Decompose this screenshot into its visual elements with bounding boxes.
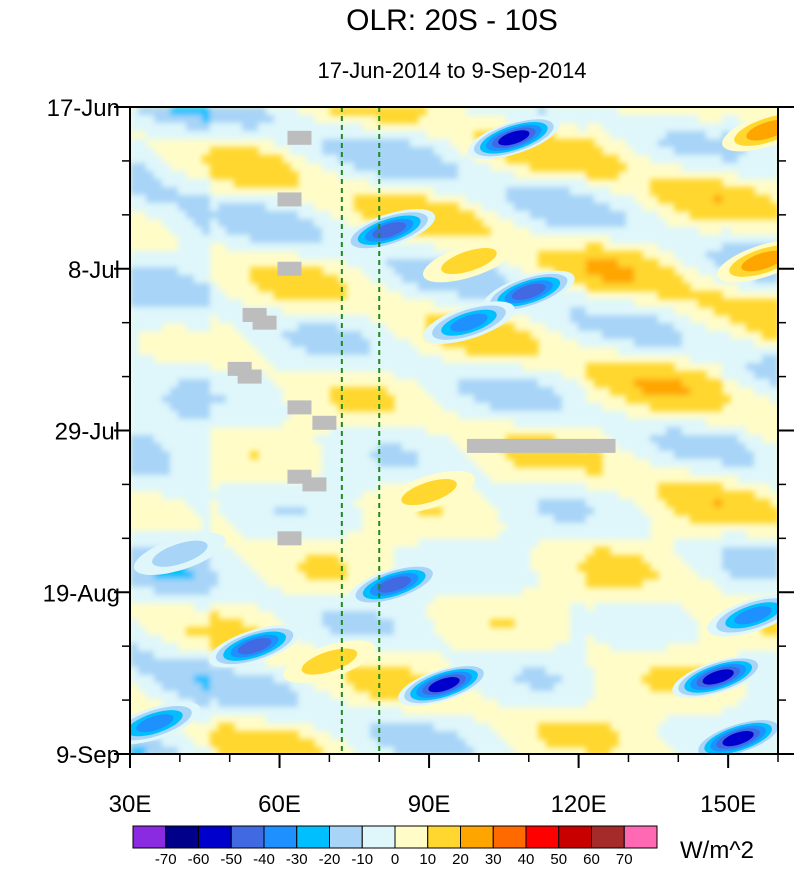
colorbar-box-10 xyxy=(460,825,494,849)
x-tick-label-3: 120E xyxy=(551,791,607,818)
colorbar-label-5: -20 xyxy=(319,851,341,868)
anomaly-feature-11-level-2 xyxy=(152,540,208,567)
colorbar-label-4: -30 xyxy=(286,851,308,868)
anomaly-feature-14-level-2 xyxy=(301,648,358,675)
y-axis: 17-Jun 8-Jul 29-Jul 19-Aug 9-Sep xyxy=(43,95,794,769)
colorbar-label-12: 50 xyxy=(550,851,567,868)
colorbar-box-7 xyxy=(361,825,396,849)
missing-cell-7 xyxy=(287,400,312,415)
colorbar-box-5 xyxy=(296,825,330,849)
anomaly-feature-0-level-6 xyxy=(498,130,530,146)
colorbar-label-8: 10 xyxy=(419,851,436,868)
anomaly-features xyxy=(130,108,778,754)
chart-subtitle: 17-Jun-2014 to 9-Sep-2014 xyxy=(317,58,586,83)
colorbar-box-15 xyxy=(623,825,658,849)
colorbar-box-6 xyxy=(329,825,363,849)
anomaly-feature-4-level-5 xyxy=(377,576,412,593)
colorbar-box-9 xyxy=(427,825,461,849)
colorbar-box-14 xyxy=(591,825,625,849)
missing-cell-2 xyxy=(277,261,302,276)
colorbar-box-11 xyxy=(492,825,527,849)
missing-cell-4 xyxy=(252,315,277,330)
x-tick-label-2: 90E xyxy=(408,791,451,818)
anomaly-feature-16-level-3 xyxy=(741,250,778,272)
x-tick-label-4: 150E xyxy=(700,791,756,818)
y-tick-label-2: 29-Jul xyxy=(55,419,120,446)
units-label: W/m^2 xyxy=(680,837,754,864)
anomaly-feature-1-level-5 xyxy=(372,222,407,239)
plot-area xyxy=(130,107,778,754)
colorbar-label-13: 60 xyxy=(583,851,600,868)
colorbar-box-13 xyxy=(558,825,592,849)
colorbar-box-0 xyxy=(132,825,167,849)
colorbar-box-1 xyxy=(165,825,199,849)
colorbar-label-3: -40 xyxy=(253,851,275,868)
anomaly-feature-12-level-2 xyxy=(441,247,497,275)
colorbar-label-6: -10 xyxy=(351,851,373,868)
missing-cell-8 xyxy=(312,415,337,430)
anomaly-feature-15-level-3 xyxy=(746,119,778,141)
colorbar-label-1: -60 xyxy=(188,851,210,868)
anomaly-feature-13-level-2 xyxy=(401,479,457,506)
anomaly-feature-2-level-5 xyxy=(511,283,546,301)
colorbar-label-14: 70 xyxy=(616,851,633,868)
colorbar-label-0: -70 xyxy=(155,851,177,868)
colorbar-label-9: 20 xyxy=(452,851,469,868)
y-tick-label-1: 8-Jul xyxy=(68,257,120,284)
missing-cell-12 xyxy=(466,438,616,453)
chart-title: OLR: 20S - 10S xyxy=(346,4,558,37)
colorbar-label-11: 40 xyxy=(518,851,535,868)
missing-cell-0 xyxy=(287,130,312,145)
anomaly-feature-8-level-4 xyxy=(734,606,772,625)
x-axis: 30E 60E 90E 120E 150E xyxy=(109,754,779,818)
anomaly-feature-10-level-4 xyxy=(136,714,174,733)
colorbar-label-10: 30 xyxy=(485,851,502,868)
anomaly-feature-7-level-6 xyxy=(722,730,754,747)
colorbar-box-2 xyxy=(198,825,232,849)
y-tick-label-3: 19-Aug xyxy=(43,580,120,607)
missing-cell-10 xyxy=(302,477,327,492)
x-tick-label-0: 30E xyxy=(109,791,152,818)
anomaly-feature-5-level-6 xyxy=(428,677,460,693)
missing-cell-11 xyxy=(277,531,302,546)
anomaly-feature-6-level-6 xyxy=(702,669,734,685)
colorbar-label-7: 0 xyxy=(391,851,399,868)
colorbar-box-8 xyxy=(394,825,429,849)
anomaly-feature-9-level-5 xyxy=(237,638,272,655)
anomaly-feature-3-level-4 xyxy=(450,313,488,332)
y-tick-label-0: 17-Jun xyxy=(47,95,120,122)
colorbar-box-4 xyxy=(263,825,298,849)
colorbar-label-2: -50 xyxy=(220,851,242,868)
missing-data-cells xyxy=(227,130,616,546)
colorbar-box-12 xyxy=(525,825,560,849)
y-tick-label-4: 9-Sep xyxy=(56,742,120,769)
missing-cell-1 xyxy=(277,192,302,207)
missing-cell-6 xyxy=(237,369,262,384)
x-tick-label-1: 60E xyxy=(258,791,301,818)
colorbar: -70 -60 -50 -40 -30 -20 -10 0 10 20 30 40 50 60 70 xyxy=(132,825,658,868)
colorbar-box-3 xyxy=(230,825,265,849)
